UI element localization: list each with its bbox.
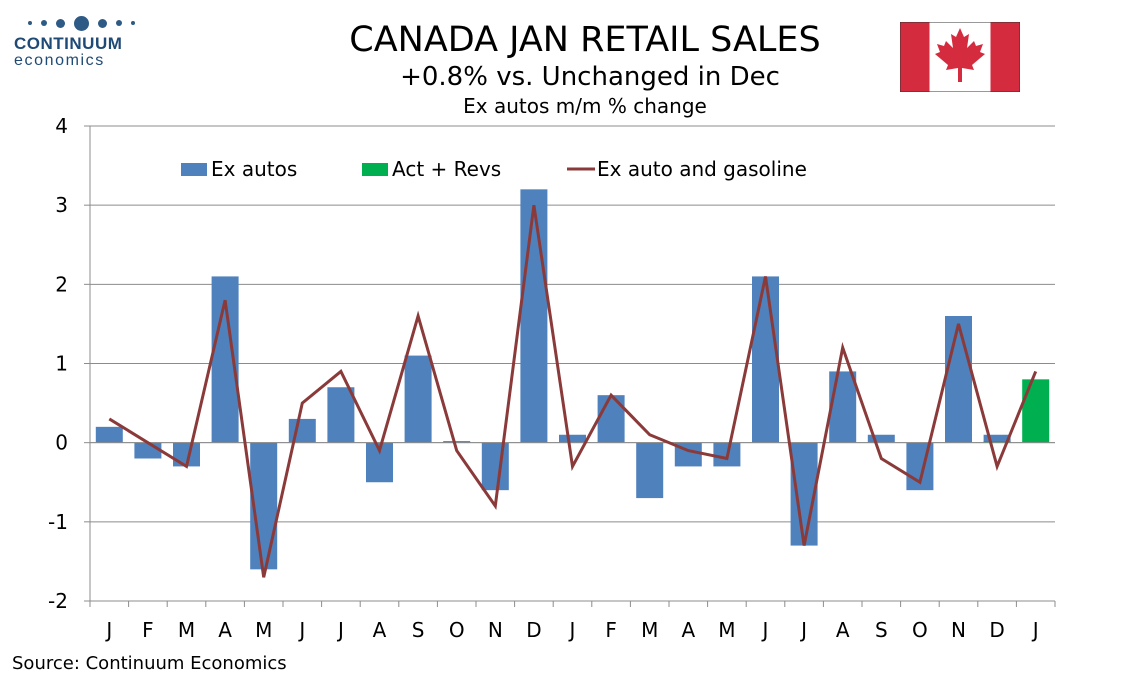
ex-autos-bar [597, 395, 625, 443]
y-tick-label: -1 [48, 510, 68, 534]
y-tick-label: 3 [55, 193, 68, 217]
logo: CONTINUUM economics [14, 14, 144, 70]
logo-name: CONTINUUM [14, 34, 123, 53]
ex-autos-bar [134, 442, 162, 459]
x-tick-label: J [568, 618, 576, 642]
logo-sub: economics [14, 52, 105, 69]
x-tick-label: O [912, 618, 928, 642]
x-tick-label: J [799, 618, 807, 642]
ex-autos-bar [520, 189, 548, 443]
y-tick-label: 1 [55, 352, 68, 376]
ex-autos-bar [829, 371, 857, 443]
y-tick-label: 0 [55, 431, 68, 455]
legend-ex-autos-label: Ex autos [211, 157, 297, 181]
x-tick-label: A [836, 618, 850, 642]
x-tick-label: M [178, 618, 195, 642]
x-tick-label: J [104, 618, 112, 642]
x-tick-label: D [989, 618, 1004, 642]
x-tick-label: J [761, 618, 769, 642]
ex-autos-bar [327, 387, 355, 443]
ex-autos-bar [443, 441, 471, 443]
ex-auto-gasoline-line [108, 204, 1038, 578]
source-note: Source: Continuum Economics [12, 653, 287, 674]
x-tick-label: M [718, 618, 735, 642]
x-tick-label: F [605, 618, 617, 642]
x-tick-label: J [336, 618, 344, 642]
x-tick-label: S [412, 618, 425, 642]
legend-ex-autos-swatch [181, 163, 207, 176]
x-tick-label: J [1031, 618, 1039, 642]
x-tick-label: O [449, 618, 465, 642]
legend-ex-auto-gasoline-label: Ex auto and gasoline [597, 157, 807, 181]
ex-autos-bar [636, 442, 664, 499]
x-tick-label: A [373, 618, 387, 642]
act-revs-bar [1022, 379, 1050, 443]
legend-act-revs-swatch [362, 163, 388, 176]
ex-autos-bar [945, 316, 972, 443]
ex-autos-bar [481, 442, 509, 491]
x-tick-label: N [488, 618, 503, 642]
x-tick-label: M [255, 618, 272, 642]
ex-autos-bar [559, 434, 586, 443]
chart-title: CANADA JAN RETAIL SALES [349, 20, 821, 60]
canada-flag-icon [900, 22, 1020, 92]
ex-autos-bar [95, 426, 123, 443]
y-tick-label: -2 [48, 589, 68, 613]
x-tick-label: D [526, 618, 541, 642]
x-tick-label: A [681, 618, 695, 642]
y-tick-label: 4 [55, 114, 68, 138]
x-tick-label: F [142, 618, 154, 642]
y-tick-label: 2 [55, 272, 68, 296]
logo-dots-icon [28, 14, 144, 32]
act-revs-bar [983, 441, 1011, 443]
x-tick-label: J [297, 618, 305, 642]
ex-autos-bar [867, 434, 895, 443]
x-tick-label: A [218, 618, 232, 642]
x-tick-label: M [641, 618, 658, 642]
ex-autos-bar [404, 355, 432, 443]
ex-autos-bar [173, 442, 200, 467]
chart-subsubtitle: Ex autos m/m % change [463, 94, 707, 118]
chart-subtitle: +0.8% vs. Unchanged in Dec [400, 62, 780, 92]
ex-autos-bar [983, 434, 1011, 443]
x-tick-label: S [875, 618, 888, 642]
x-tick-label: N [951, 618, 966, 642]
legend-act-revs-label: Act + Revs [392, 157, 501, 181]
ex-autos-bar [752, 276, 779, 443]
